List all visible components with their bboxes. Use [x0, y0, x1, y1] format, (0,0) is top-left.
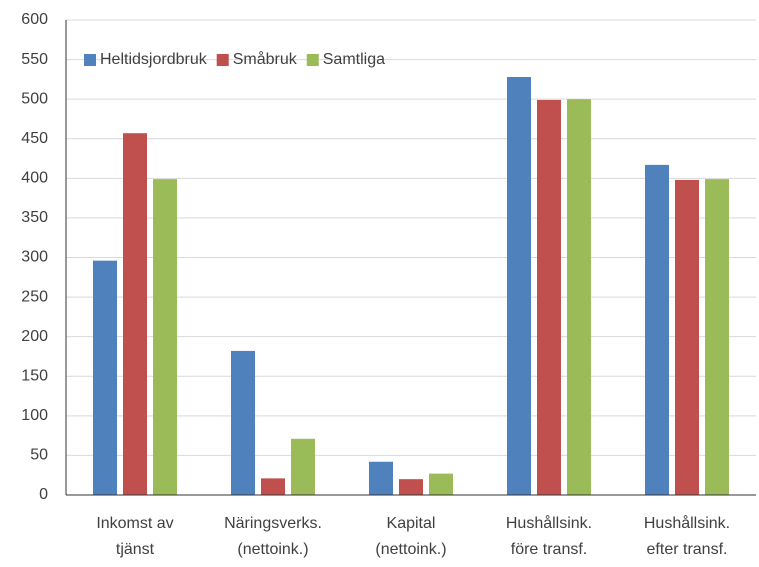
x-tick-label: (nettoink.) [237, 541, 308, 558]
y-tick-label: 600 [21, 11, 48, 28]
bar [675, 179, 699, 495]
legend-label: Samtliga [323, 51, 385, 68]
x-tick-label: Hushållsink. [506, 514, 592, 532]
bar [705, 179, 729, 495]
bar [231, 350, 255, 495]
bar [429, 473, 453, 495]
legend-label: Småbruk [233, 50, 298, 68]
x-tick-label: efter transf. [647, 541, 728, 558]
x-tick-label: Inkomst av [96, 515, 173, 532]
y-tick-label: 500 [21, 90, 48, 107]
y-tick-label: 300 [21, 249, 48, 266]
bar [399, 479, 423, 495]
x-tick-label: före transf. [511, 541, 587, 558]
legend-label: Heltidsjordbruk [100, 51, 208, 68]
y-tick-label: 200 [21, 328, 48, 345]
bar [567, 99, 591, 496]
legend-swatch [84, 54, 96, 66]
y-tick-label: 0 [39, 486, 48, 503]
y-tick-label: 350 [21, 209, 48, 226]
y-tick-label: 400 [21, 170, 48, 187]
y-tick-label: 50 [30, 447, 48, 464]
x-tick-label: Hushållsink. [644, 514, 730, 532]
bar [261, 478, 285, 495]
legend-swatch [306, 54, 319, 66]
y-tick-label: 150 [21, 367, 48, 384]
bar [123, 133, 147, 496]
x-tick-label: tjänst [116, 541, 155, 558]
bar [507, 77, 531, 495]
x-tick-label: Kapital [387, 515, 436, 532]
bar [645, 164, 669, 495]
bar [153, 179, 177, 495]
bar [291, 438, 315, 495]
legend-swatch [216, 54, 229, 66]
y-tick-label: 250 [21, 288, 48, 305]
bar [537, 99, 561, 495]
y-tick-label: 100 [21, 407, 48, 424]
x-tick-label: (nettoink.) [375, 541, 446, 558]
y-tick-label: 550 [21, 51, 48, 68]
bar [93, 260, 117, 495]
x-tick-label: Näringsverks. [224, 515, 322, 532]
bar [369, 461, 393, 495]
y-tick-label: 450 [21, 130, 48, 147]
